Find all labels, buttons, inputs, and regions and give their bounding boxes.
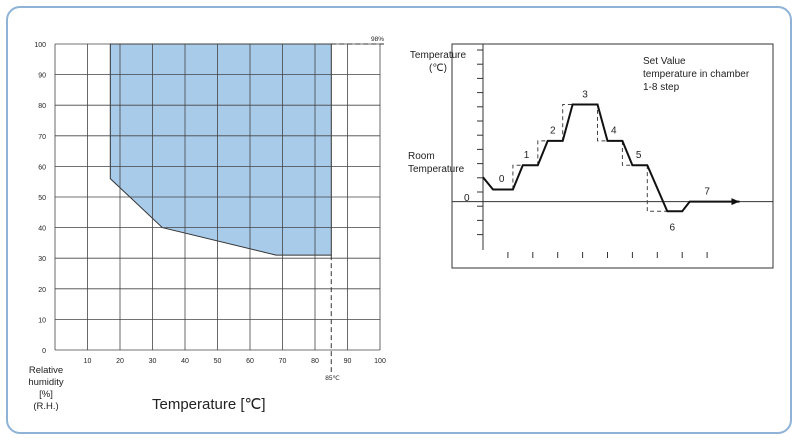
step-labels: 0 1 2 3 4 5 6 7: [499, 89, 710, 233]
step-label: 5: [636, 150, 642, 161]
x-axis-title: Temperature [℃]: [152, 396, 266, 413]
zero-label: 0: [464, 193, 470, 204]
room-label-line-2: Temperature: [408, 164, 465, 175]
y-tick-label: 90: [38, 73, 46, 80]
step-label: 2: [550, 126, 556, 137]
y-axis-title-line-3: [%]: [39, 389, 53, 400]
legend-line-1: Set Value: [643, 56, 686, 67]
y-tick-label: 30: [38, 256, 46, 263]
legend-line-2: temperature in chamber: [643, 69, 750, 80]
outer-frame: [6, 6, 792, 434]
x-tick-label: 30: [149, 358, 157, 365]
y-tick-label: 40: [38, 226, 46, 233]
max-temp-label: 85℃: [325, 375, 340, 382]
y-axis-title: Temperature (℃): [410, 50, 467, 74]
room-label-line-1: Room: [408, 151, 435, 162]
annotations: 98% 85℃: [325, 36, 384, 382]
chamber-temperature-line: [482, 103, 740, 213]
step-label: 1: [524, 150, 530, 161]
step-label: 6: [669, 223, 675, 234]
step-label: 3: [582, 89, 588, 100]
step-label: 0: [499, 174, 505, 185]
tick-labels: 0 10 20 30 40 50 60 70 80 90 100 10 20 30 40 50 60 70 80 90…: [34, 42, 386, 365]
y-tick-label: 20: [38, 287, 46, 294]
y-tick-label: 100: [34, 42, 46, 49]
x-tick-label: 10: [84, 358, 92, 365]
arrow-head: [731, 198, 740, 206]
y-tick-label: 80: [38, 103, 46, 110]
y-axis-title-line-2: humidity: [28, 377, 64, 388]
x-tick-label: 50: [214, 358, 222, 365]
step-label: 7: [704, 186, 710, 197]
chart-grid: [54, 43, 381, 351]
y-tick-label: 50: [38, 195, 46, 202]
x-tick-label: 40: [181, 358, 189, 365]
x-tick-label: 80: [311, 358, 319, 365]
y-axis-title-line-1: Temperature: [410, 50, 467, 61]
legend-note: Set Value temperature in chamber 1-8 ste…: [643, 56, 750, 93]
step-label: 4: [611, 126, 617, 137]
max-humidity-label: 98%: [371, 36, 384, 43]
x-tick-label: 100: [374, 358, 386, 365]
room-temperature-label: Room Temperature: [408, 151, 465, 175]
y-tick-label: 10: [38, 317, 46, 324]
y-tick-label: 60: [38, 164, 46, 171]
y-axis-title: Relative humidity [%] (R.H.): [28, 365, 64, 412]
x-tick-label: 20: [116, 358, 124, 365]
x-tick-label: 60: [246, 358, 254, 365]
y-axis-title-line-1: Relative: [29, 365, 63, 376]
y-axis-title-line-2: (℃): [429, 63, 447, 74]
plot-frame: [451, 43, 774, 269]
y-axis-title-line-4: (R.H.): [33, 401, 58, 412]
x-tick-label: 70: [279, 358, 287, 365]
legend-line-3: 1-8 step: [643, 82, 680, 93]
y-tick-label: 70: [38, 134, 46, 141]
y-tick-label: 0: [42, 348, 46, 355]
x-tick-label: 90: [344, 358, 352, 365]
program-lines: [482, 103, 740, 213]
